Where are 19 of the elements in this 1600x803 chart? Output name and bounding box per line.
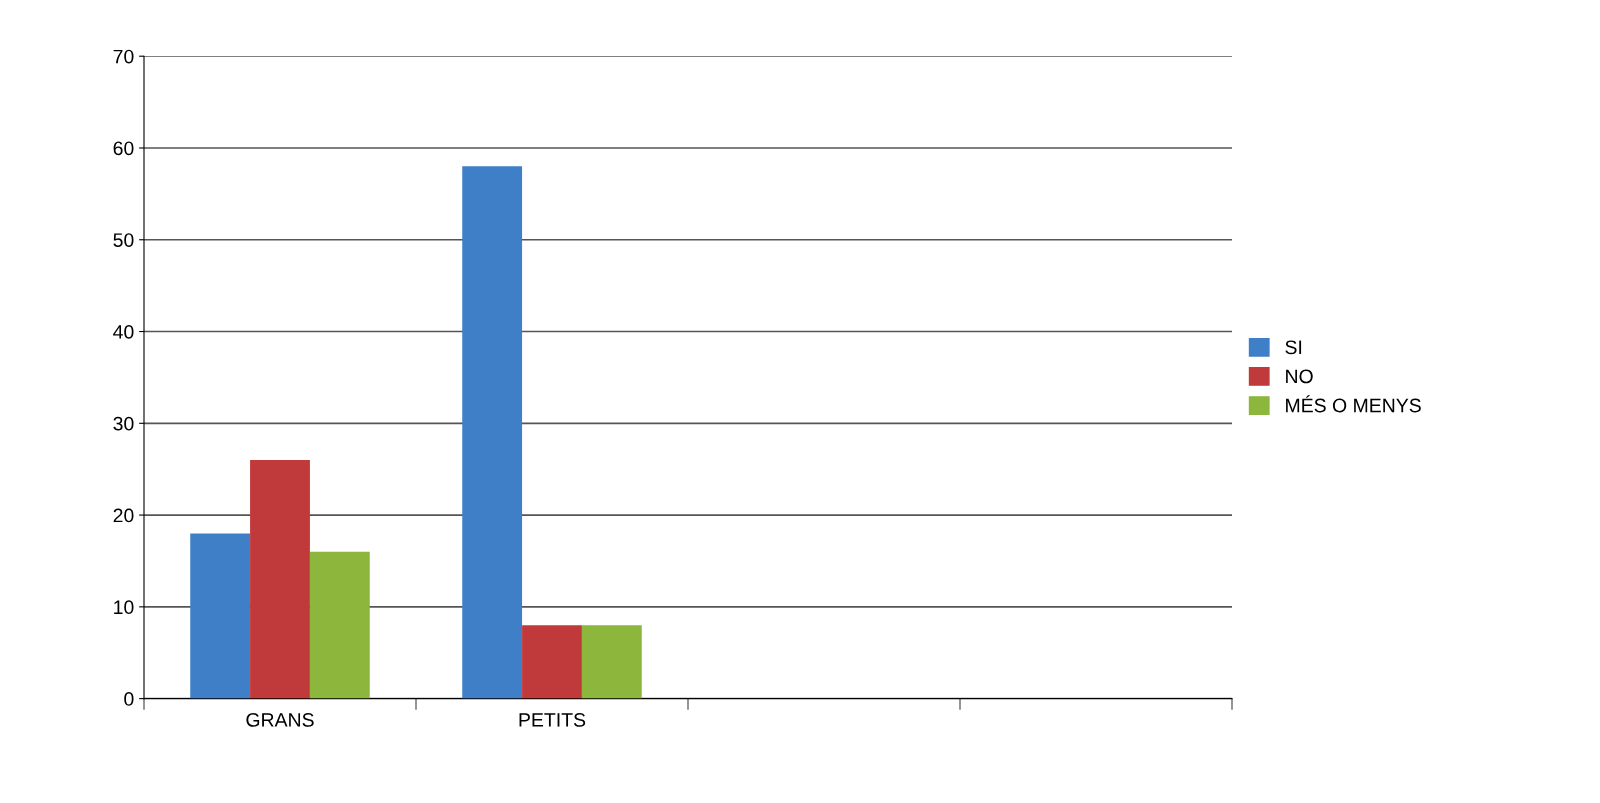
- legend-label: NO: [1286, 369, 1313, 384]
- y-tick-label: 50: [113, 233, 134, 247]
- x-tick-label: PETITS: [519, 713, 586, 727]
- y-tick-label: 0: [124, 692, 134, 706]
- bar: [581, 625, 642, 699]
- y-tick-label: 40: [113, 324, 134, 339]
- y-tick-label: 70: [113, 49, 134, 64]
- bar: [462, 166, 523, 699]
- bar: [190, 533, 251, 699]
- y-tick-label: 60: [113, 141, 134, 156]
- y-tick-label: 30: [113, 416, 134, 431]
- y-tick-label: 10: [114, 600, 134, 615]
- bar: [522, 625, 582, 699]
- legend-label: SI: [1285, 340, 1302, 355]
- bar: [250, 460, 310, 699]
- legend-label: MÉS O MENYS: [1286, 395, 1421, 413]
- bar: [309, 551, 370, 699]
- y-tick-label: 20: [113, 508, 134, 523]
- x-tick-label: GRANS: [246, 713, 314, 727]
